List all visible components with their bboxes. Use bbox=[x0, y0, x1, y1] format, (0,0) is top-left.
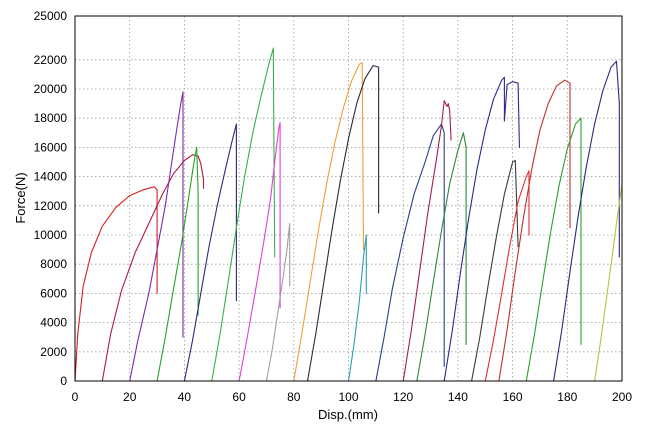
y-tick-label: 14000 bbox=[34, 170, 68, 184]
y-tick-labels: 0 2000 4000 6000 8000 10000 12000 14000 16000 180… bbox=[34, 9, 68, 388]
y-tick-label: 20000 bbox=[34, 82, 68, 96]
series-line-8 bbox=[265, 222, 291, 382]
series-line-4 bbox=[156, 146, 199, 382]
y-tick-label: 16000 bbox=[34, 140, 68, 154]
series-line-15 bbox=[443, 76, 520, 382]
x-tick-label: 20 bbox=[123, 390, 137, 404]
series-line-2 bbox=[101, 154, 205, 382]
y-tick-label: 10000 bbox=[34, 228, 68, 242]
series-line-18 bbox=[498, 79, 571, 382]
x-tick-label: 60 bbox=[232, 390, 246, 404]
x-tick-label: 180 bbox=[557, 390, 577, 404]
x-tick-label: 40 bbox=[178, 390, 192, 404]
series-line-5 bbox=[183, 123, 237, 382]
series-line-3 bbox=[129, 91, 184, 382]
x-tick-label: 140 bbox=[448, 390, 468, 404]
series-line-6 bbox=[211, 47, 276, 382]
y-tick-label: 12000 bbox=[34, 199, 68, 213]
y-tick-label: 22000 bbox=[34, 53, 68, 67]
x-tick-label: 120 bbox=[393, 390, 413, 404]
y-tick-label: 18000 bbox=[34, 111, 68, 125]
y-tick-label: 25000 bbox=[34, 9, 68, 23]
y-tick-label: 0 bbox=[60, 374, 67, 388]
y-axis-label: Force(N) bbox=[13, 172, 28, 223]
x-tick-label: 160 bbox=[503, 390, 523, 404]
series-line-13 bbox=[402, 100, 452, 382]
series-line-7 bbox=[238, 122, 281, 382]
x-tick-labels: 0 20 40 60 80 100 120 140 160 180 200 bbox=[72, 390, 633, 404]
x-axis-label: Disp.(mm) bbox=[318, 407, 378, 422]
x-tick-label: 200 bbox=[612, 390, 632, 404]
series-line-9 bbox=[293, 62, 365, 382]
x-tick-label: 0 bbox=[72, 390, 79, 404]
series-line-20 bbox=[553, 60, 620, 382]
x-tick-label: 80 bbox=[287, 390, 301, 404]
x-tick-label: 100 bbox=[338, 390, 358, 404]
series-layer bbox=[74, 47, 623, 382]
series-line-12 bbox=[375, 123, 445, 382]
series-line-10 bbox=[306, 65, 380, 382]
series-line-16 bbox=[471, 159, 519, 382]
series-line-14 bbox=[416, 132, 467, 382]
y-tick-label: 8000 bbox=[40, 257, 67, 271]
series-line-21 bbox=[594, 183, 623, 382]
series-line-17 bbox=[484, 170, 530, 382]
y-tick-label: 4000 bbox=[40, 316, 67, 330]
y-tick-label: 6000 bbox=[40, 286, 67, 300]
series-line-11 bbox=[347, 234, 367, 382]
series-line-19 bbox=[525, 117, 582, 382]
y-tick-label: 2000 bbox=[40, 345, 67, 359]
plot-frame bbox=[74, 15, 623, 382]
series-line-1 bbox=[74, 186, 158, 382]
